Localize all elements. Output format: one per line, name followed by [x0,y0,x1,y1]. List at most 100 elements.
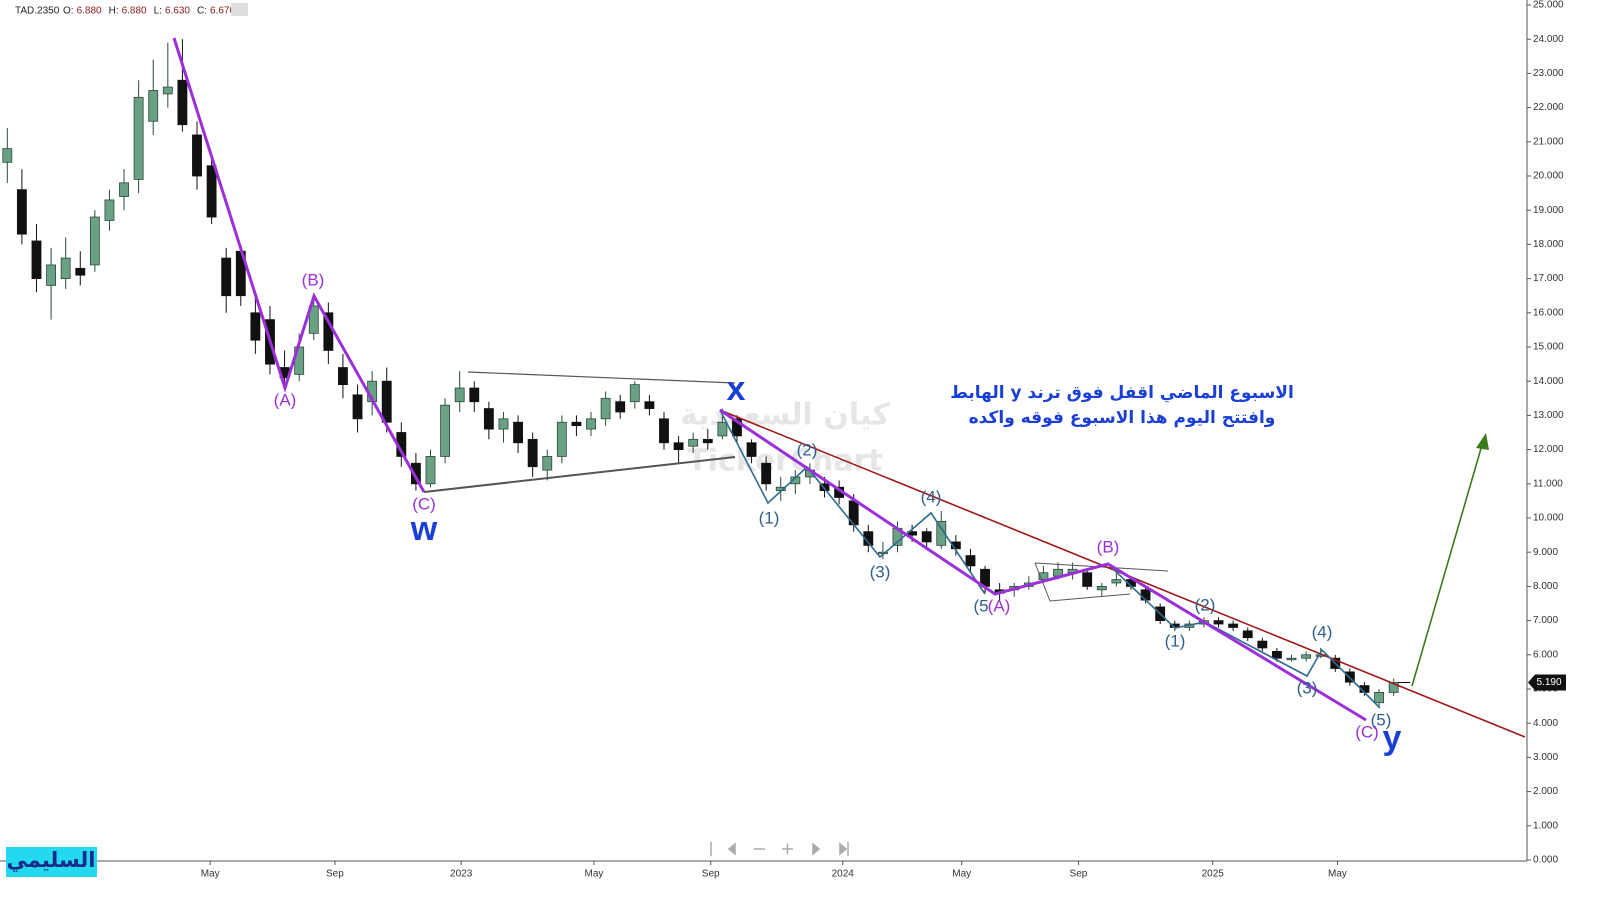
candle-body [819,483,830,492]
candle-body [936,521,947,546]
candle-body [454,387,465,403]
candle-body [1096,586,1107,591]
candle-body [162,86,173,95]
ohlc-value: 6.880 [122,6,147,17]
y-tick-label: 10.000 [1533,513,1564,524]
candle-body [308,305,319,334]
y-tick-label: 21.000 [1533,136,1564,147]
candle-body [688,438,699,447]
wave-label: x [727,370,746,408]
plot-area [0,0,1527,861]
candle-body [586,418,596,430]
header-button[interactable] [231,3,248,16]
price-label: 5.190 [1536,677,1561,688]
candle-body [950,541,961,550]
wave-label: (3) [870,562,891,581]
candle-body [1228,623,1239,628]
candle-body [440,404,451,457]
watermark: TickerChart [687,444,883,479]
x-tick-label: Sep [702,869,720,880]
candle-body [410,462,421,485]
y-tick-label: 13.000 [1533,410,1564,421]
x-tick-label: May [584,869,603,880]
annotation-text: الاسبوع الماضي اقفل فوق ترند y الهابط [950,383,1294,403]
y-tick-label: 20.000 [1533,171,1564,182]
candle-body [629,384,640,403]
wave-label: (C) [412,494,436,513]
candle-body [192,134,202,177]
candle-body [498,418,509,430]
candle-body [761,462,772,485]
x-tick-label: Sep [1070,869,1088,880]
candle-body [469,387,480,403]
y-tick-label: 1.000 [1533,820,1558,831]
candle-body [673,442,684,451]
y-tick-label: 19.000 [1533,205,1564,216]
wave-label: (B) [1097,537,1120,556]
symbol: TAD.2350 [15,6,60,17]
annotation-text: وافتتح اليوم هذا الاسبوع فوقه واكده [969,408,1276,428]
y-tick-label: 0.000 [1533,855,1558,866]
y-tick-label: 18.000 [1533,239,1564,250]
wave-label: (4) [921,487,942,506]
watermark: كيان السعودية [680,398,890,433]
wave-label: (5) [1371,710,1392,729]
arrow-head [1476,433,1489,450]
wave-line [719,409,986,595]
triangle-line [423,456,736,493]
wave-label: (2) [797,440,818,459]
candle-body [2,148,13,163]
y-tick-label: 23.000 [1533,68,1564,79]
x-tick-label: May [1328,869,1347,880]
candle-body [1038,572,1049,580]
candle-body [921,531,932,543]
candle-body [1271,650,1282,659]
candle-body [16,189,27,235]
candle-body [527,438,538,468]
y-tick-label: 16.000 [1533,307,1564,318]
wave-label: (3) [1297,678,1318,697]
author: السليمي [7,848,96,872]
price-tag [1528,674,1566,691]
wave-label: y [1383,719,1402,757]
y-tick-label: 4.000 [1533,718,1558,729]
ohlc-value: 6.670 [210,6,235,17]
candle-body [75,267,86,276]
wave-label: (A) [274,390,297,409]
candle-body [89,216,100,266]
candle-body [352,394,363,420]
triangle-line [467,371,736,384]
candle-body [206,165,217,218]
arrow [1411,444,1483,687]
candle-body [702,438,713,444]
candle-body [1286,657,1297,661]
nav-buttons[interactable] [710,842,849,856]
wave-line [719,408,1367,722]
candle-body [1242,630,1253,639]
wave-label: (1) [1165,631,1186,650]
candle-body [571,421,582,427]
candle-body [659,418,669,444]
ohlc-label: O: [63,6,74,17]
candle-body [1213,620,1224,625]
wave-label: w [410,510,438,548]
wave-label: (4) [1312,622,1333,641]
y-tick-label: 25.000 [1533,0,1564,11]
candle-body [338,367,348,386]
candle-body [965,555,976,567]
y-tick-label: 22.000 [1533,102,1564,113]
candle-body [381,380,392,423]
candle-body [556,421,567,457]
candle-body [1374,692,1384,704]
candle-body [863,531,874,546]
candle-body [31,240,42,279]
x-tick-label: May [952,869,971,880]
candle-body [133,96,144,180]
ohlc-label: C: [197,6,207,17]
candle-body [717,421,728,437]
x-tick-label: May [201,869,220,880]
wave-line [172,37,426,493]
ohlc-label: H: [109,6,119,17]
x-tick-label: 2023 [450,869,473,880]
candle-body [615,401,626,413]
